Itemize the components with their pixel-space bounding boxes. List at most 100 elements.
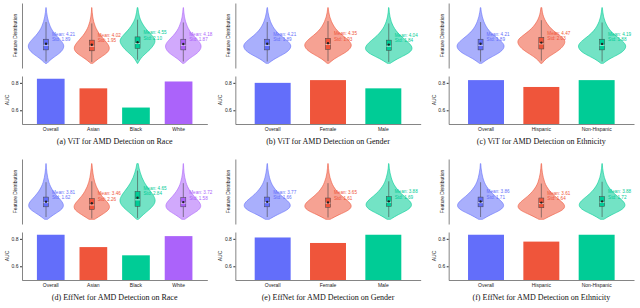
mean-marker (601, 43, 603, 45)
box (386, 197, 391, 207)
std-label: Std: 1.66 (273, 195, 292, 200)
box (386, 40, 391, 50)
std-label: Std: 1.93 (334, 37, 353, 42)
bar-chart: 0.60.8OverallHispanicNon-HispanicAUC(c) … (431, 77, 635, 147)
y-axis: 0.6 0.8 (12, 233, 23, 281)
plot-area (458, 164, 625, 220)
y-axis-title: Feature Distribution (439, 169, 445, 213)
std-label: Std: 1.89 (52, 37, 71, 42)
x-axis: OverallFemaleMale (236, 124, 421, 132)
y-axis-title: AUC (4, 250, 10, 261)
bar (122, 255, 150, 280)
tick-label: White (172, 126, 185, 132)
mean-marker (540, 41, 542, 43)
bar-chart: 0.60.8 Overall Hispanic Non-Hispanic AUC (f) … (431, 233, 635, 303)
mean-marker (91, 202, 93, 204)
tick-label: 0.8 (225, 236, 232, 242)
bar-chart: 0.60.8OverallAsianBlackWhiteAUC(a) ViT f… (4, 77, 208, 147)
plot-area (28, 8, 201, 64)
caption: (c) ViT for AMD Detection on Ethnicity (477, 137, 606, 146)
tick-label: Female (320, 126, 337, 132)
y-tick: 0.6 (12, 263, 22, 269)
tick-mark (233, 83, 235, 84)
mean-label: Mean: 4.21 (273, 32, 296, 37)
y-axis: 0.60.8 (12, 77, 23, 125)
box (44, 39, 49, 50)
y-axis: 0.60.8 (438, 233, 449, 281)
axis-line (235, 233, 236, 281)
box (539, 37, 544, 49)
x-tick: Non-Hispanic (582, 280, 613, 288)
x-tick: Asian (87, 124, 100, 132)
annotations: Mean: 4.21Std: 1.89Mean: 4.02Std: 1.95Me… (52, 30, 213, 43)
median (386, 46, 391, 47)
y-tick: 0.8 (12, 236, 22, 242)
annotations: Mean: 3.86Std: 1.71Mean: 3.61Std: 1.64Me… (487, 189, 632, 201)
x-tick: Male (378, 280, 389, 288)
tick-mark (20, 266, 22, 267)
mean-label: Mean: 4.21 (52, 32, 75, 37)
box (539, 198, 544, 208)
mean-label: Mean: 3.77 (273, 190, 296, 195)
tick-label: Non-Hispanic (582, 282, 613, 288)
std-label: Std: 1.84 (395, 38, 414, 43)
mean-label: Mean: 3.61 (547, 191, 570, 196)
std-label: Std: 2.26 (98, 197, 117, 202)
axis-line (449, 233, 450, 281)
mean-label: Mean: 4.65 (144, 186, 167, 191)
plot-area (244, 164, 411, 220)
tick-label: 0.8 (438, 80, 445, 86)
axis-line (449, 77, 450, 125)
tick-label: Hispanic (532, 282, 552, 288)
x-axis: Overall Hispanic Non-Hispanic (449, 280, 634, 288)
y-axis-title: Feature Distribution (12, 13, 18, 57)
y-axis-title: Feature Distribution (439, 13, 445, 57)
violin-chart: Mean: 3.81Std: 1.62Mean: 3.46Std: 2.26Me… (12, 160, 213, 225)
box (44, 197, 49, 207)
mean-label: Mean: 4.35 (334, 31, 357, 36)
mean-marker (182, 43, 184, 45)
caption: (b) ViT for AMD Detection on Gender (266, 137, 390, 146)
bar-chart: 0.60.8OverallFemaleMaleAUC(b) ViT for AM… (217, 77, 421, 147)
mean-marker (136, 197, 138, 199)
std-label: Std: 1.64 (547, 196, 566, 201)
tick-label: Overall (43, 282, 59, 288)
mean-marker (45, 200, 47, 202)
mean-label: Mean: 3.65 (334, 190, 357, 195)
mean-marker (266, 201, 268, 203)
x-tick: Female (320, 280, 337, 288)
mean-label: Mean: 3.72 (189, 190, 212, 195)
tick-label: 0.6 (225, 107, 232, 113)
y-axis-title: AUC (217, 94, 223, 105)
caption: (f) EffNet for AMD Detection on Ethnicit… (473, 293, 611, 302)
mean-marker (388, 43, 390, 45)
violin-chart: Mean: 3.77Std: 1.66Mean: 3.65Std: 1.61Me… (225, 160, 418, 225)
y-axis (22, 4, 23, 69)
mean-marker (266, 43, 268, 45)
mean-label: Mean: 4.04 (395, 33, 418, 38)
std-label: Std: 1.69 (395, 195, 414, 200)
bar (165, 236, 193, 280)
y-axis: 0.60.8 (225, 233, 236, 281)
annotations: Mean: 3.81Std: 1.62Mean: 3.46Std: 2.26Me… (52, 186, 213, 202)
tick-label: 0.6 (438, 263, 445, 269)
y-axis (235, 4, 236, 69)
tick-label: Overall (265, 126, 281, 132)
tick-label: Hispanic (532, 126, 552, 132)
box (181, 198, 186, 207)
x-axis: Overall Female Male (236, 280, 421, 288)
y-axis: 0.60.8 (438, 77, 449, 125)
tick-label: Male (378, 282, 389, 288)
tick-label: Overall (478, 282, 494, 288)
bar (523, 87, 559, 124)
mean-label: Mean: 4.19 (608, 32, 631, 37)
axis-line (235, 77, 236, 125)
x-tick: White (172, 124, 185, 132)
y-axis-title: Feature Distribution (225, 169, 231, 213)
bar (255, 237, 291, 280)
bar (468, 80, 504, 124)
x-tick: Overall (265, 280, 281, 288)
x-tick: Asian (87, 280, 100, 288)
y-axis-title: AUC (431, 250, 437, 261)
bar-chart: 0.60.8OverallAsianBlackWhiteAUC(d) EffNe… (4, 233, 208, 303)
